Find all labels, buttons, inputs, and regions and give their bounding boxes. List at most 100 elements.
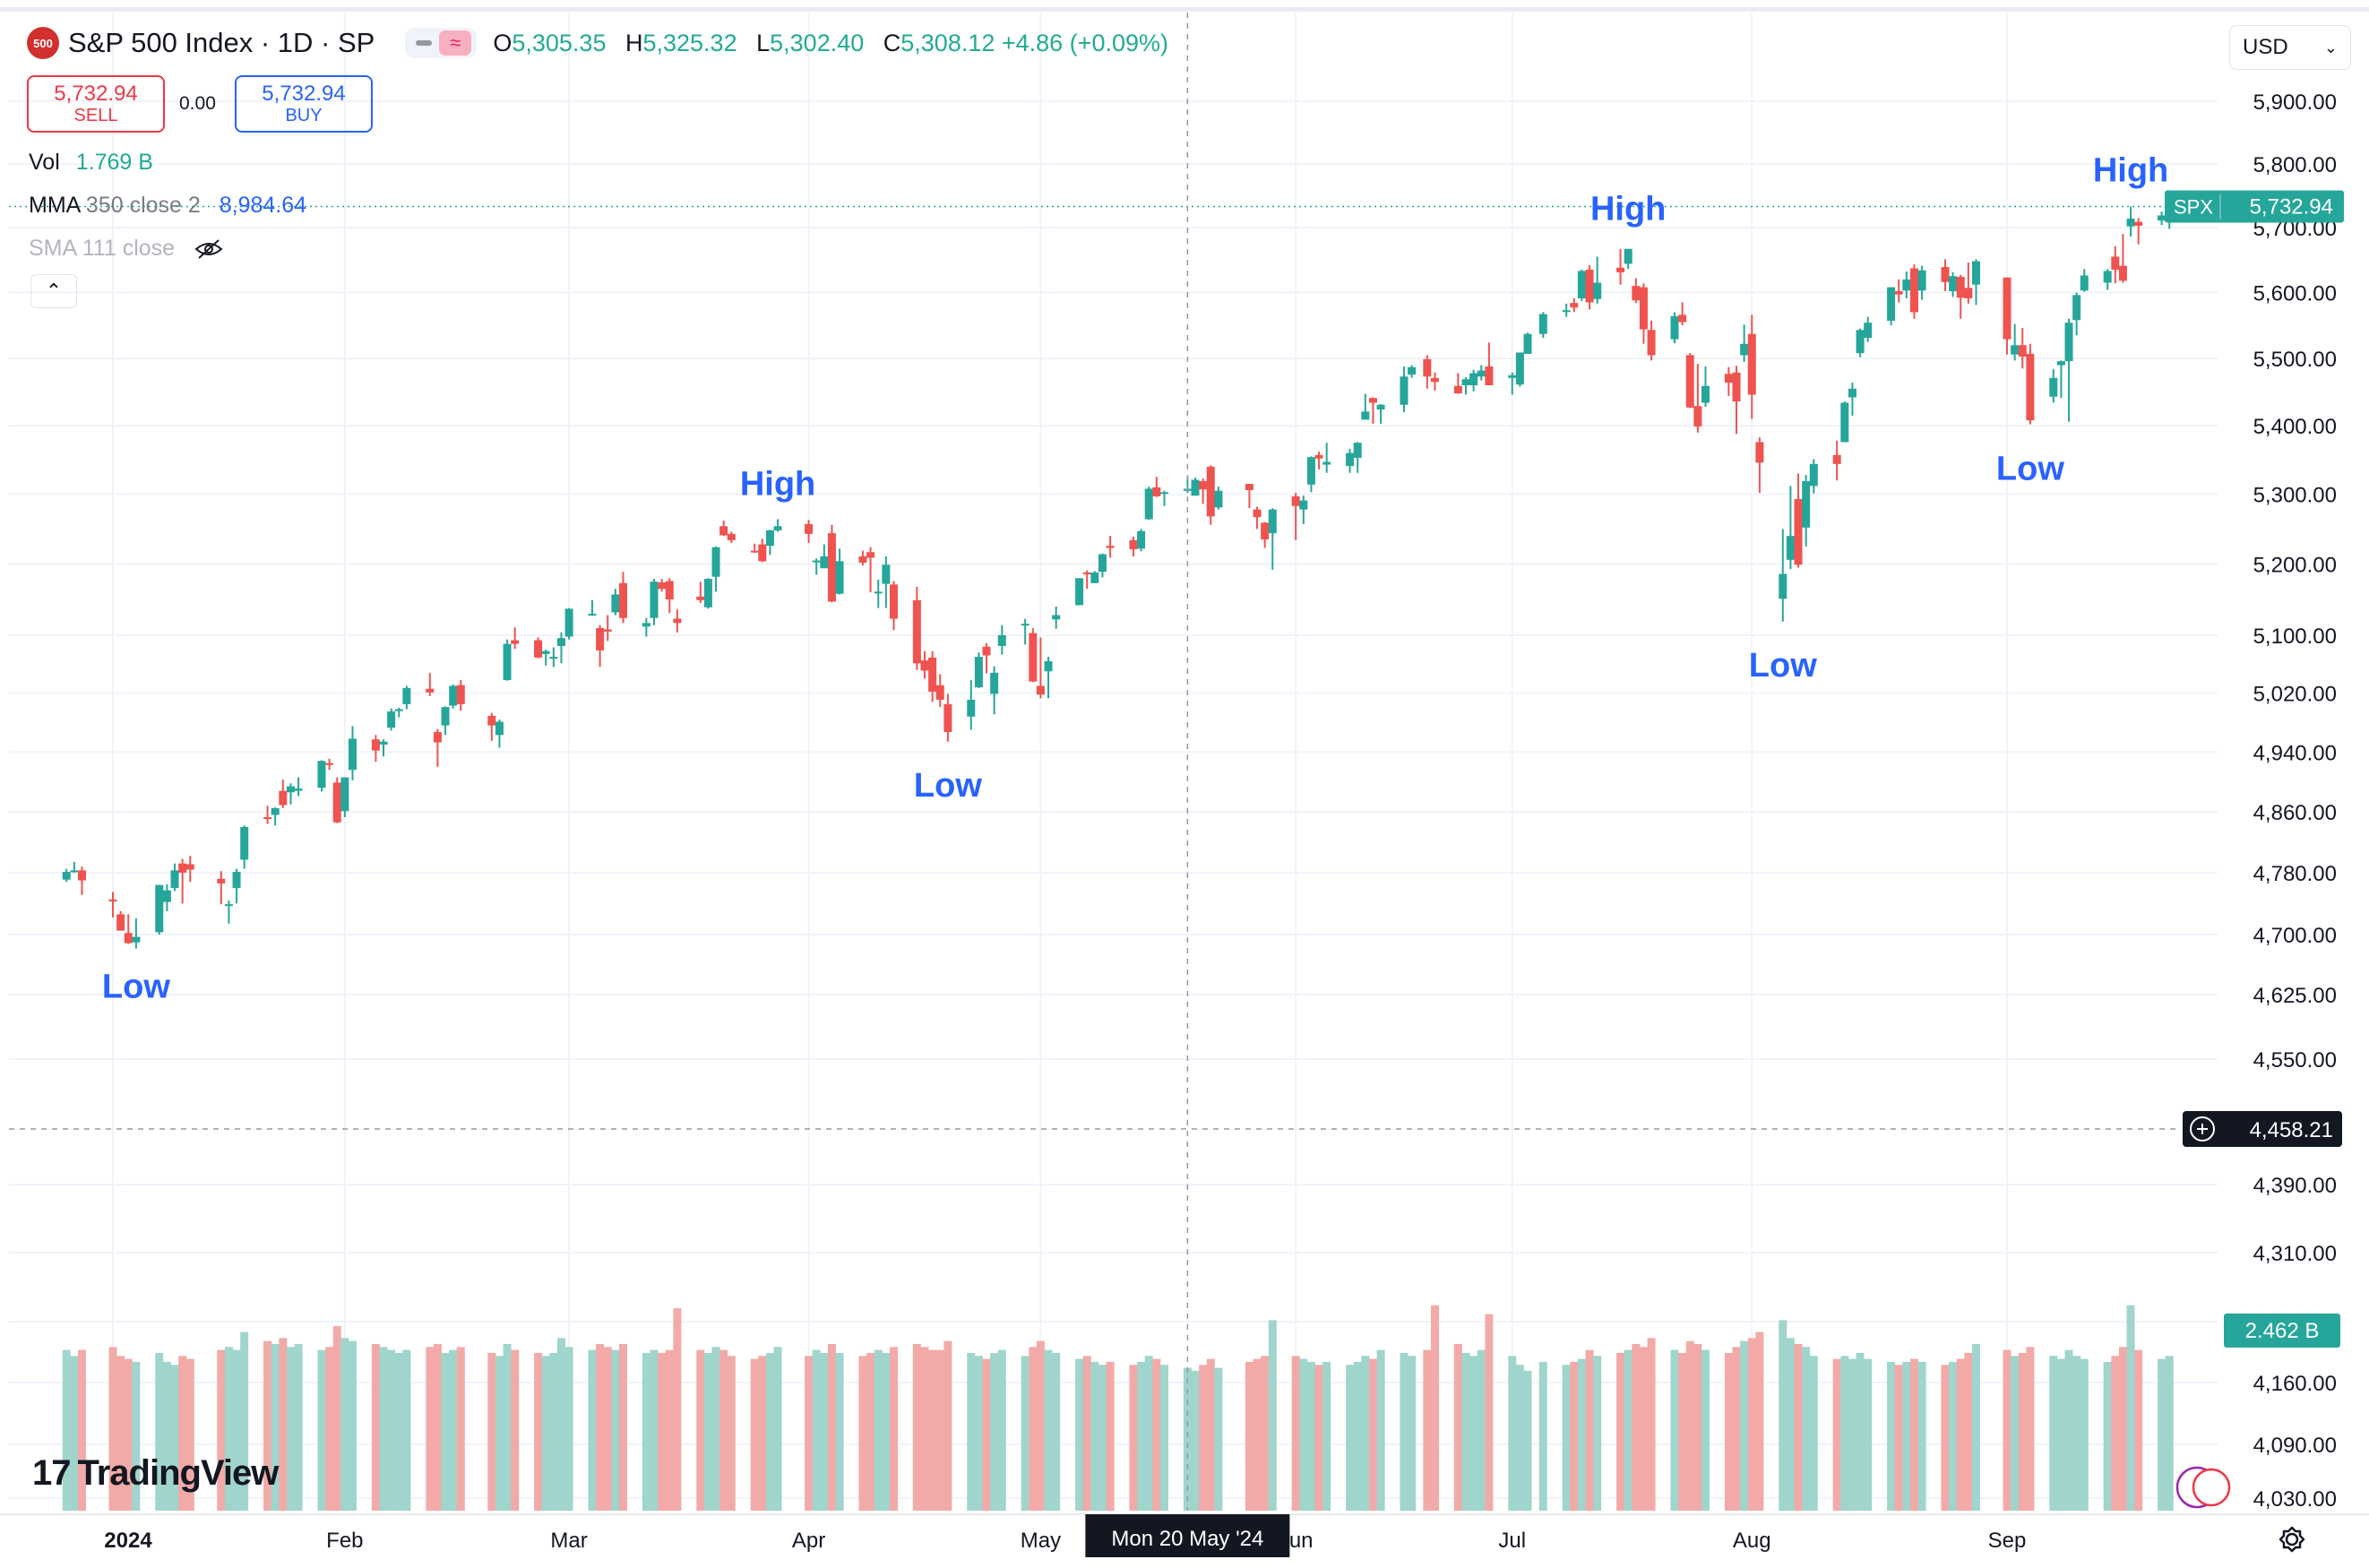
candle-body [441, 707, 450, 726]
legend-volume[interactable]: Vol 1.769 B [29, 150, 153, 176]
volume-bar [170, 1365, 179, 1511]
volume-bar [1964, 1352, 1973, 1511]
volume-bar [433, 1344, 442, 1511]
eye-hidden-icon[interactable] [194, 238, 224, 260]
volume-bar [1368, 1358, 1377, 1511]
volume-bar [1809, 1356, 1818, 1511]
candle-body [1647, 330, 1656, 356]
volume-bar [750, 1358, 759, 1511]
volume-bar [1245, 1361, 1253, 1511]
volume-bar [1523, 1370, 1532, 1511]
buy-price: 5,732.94 [262, 82, 346, 106]
candle-body [719, 526, 728, 536]
candle-body [603, 629, 612, 632]
candle-body [116, 914, 125, 931]
candle-body [2026, 353, 2035, 421]
volume-bar [1361, 1356, 1370, 1511]
tradingview-logo[interactable]: 17 TradingView [32, 1453, 279, 1494]
candle-body [1430, 377, 1439, 383]
candle-body [1400, 376, 1408, 405]
candle-body [665, 581, 674, 600]
candle-body [1376, 404, 1385, 410]
collapse-legend-button[interactable]: ⌃ [30, 274, 77, 308]
candle-body [2118, 265, 2127, 281]
candle-body [271, 807, 280, 815]
candle-body [805, 523, 814, 534]
candle-body [1693, 406, 1702, 426]
sell-button[interactable]: 5,732.94 SELL [27, 75, 165, 133]
time-tick-label: Aug [1733, 1529, 1771, 1553]
buy-label: BUY [285, 106, 323, 126]
candle-body [2134, 221, 2143, 226]
volume-bar [1794, 1344, 1803, 1511]
volume-bar [997, 1349, 1006, 1511]
candle-body [1701, 385, 1710, 403]
sell-price: 5,732.94 [54, 82, 138, 106]
volume-bar [1052, 1352, 1061, 1511]
minus-icon [416, 40, 433, 46]
candle-body [1291, 495, 1300, 506]
volume-bar [2111, 1356, 2120, 1511]
candle-body [456, 685, 465, 704]
candle-body [773, 526, 782, 530]
candle-body [556, 638, 565, 646]
compare-toggle[interactable]: ≈ [405, 28, 478, 58]
candle-body [1964, 288, 1973, 299]
volume-bar [2011, 1356, 2020, 1511]
volume-bar [1949, 1361, 1958, 1511]
volume-bar [1647, 1338, 1656, 1511]
volume-bar [1894, 1365, 1903, 1511]
candle-body [1956, 276, 1965, 298]
candle-body [1864, 323, 1873, 339]
candle-body [1632, 286, 1641, 301]
candle-body [371, 739, 380, 751]
candle-body [1909, 268, 1918, 313]
candle-body [1261, 522, 1270, 540]
volume-bar [920, 1347, 929, 1511]
candle-body [1848, 388, 1856, 398]
ohlc-close-key: C [883, 29, 901, 56]
sp500-logo-icon[interactable]: 500 [27, 27, 59, 59]
candle-body [1562, 310, 1571, 313]
volume-bar [371, 1344, 380, 1511]
volume-bar [1106, 1361, 1115, 1511]
legend-mma[interactable]: MMA 350 close 2 8,984.64 [29, 193, 306, 219]
volume-bar [1430, 1305, 1439, 1511]
crosshair-price-badge [2183, 1111, 2342, 1147]
annotation-label: Low [102, 969, 170, 1006]
candle-body [2103, 271, 2112, 283]
volume-bar [224, 1347, 233, 1511]
buy-button[interactable]: 5,732.94 BUY [235, 75, 373, 133]
currency-select[interactable]: USD ⌄ [2229, 25, 2351, 70]
last-price-value: 5,732.94 [2250, 194, 2333, 219]
candle-body [317, 761, 326, 788]
candle-body [511, 640, 520, 644]
volume-bar [596, 1344, 605, 1511]
volume-bar [889, 1347, 898, 1511]
legend-sma[interactable]: SMA 111 close [29, 236, 224, 262]
volume-bar [1268, 1320, 1277, 1511]
candle-body [155, 884, 164, 933]
candle-body [618, 582, 627, 618]
candle-body [1779, 573, 1788, 599]
price-tick-label: 5,200.00 [2253, 554, 2337, 578]
candle-body [1469, 373, 1478, 385]
volume-bar [2018, 1352, 2027, 1511]
volume-bar [1253, 1358, 1262, 1511]
ohlc-high-key: H [625, 29, 643, 56]
price-tick-label: 5,900.00 [2253, 90, 2337, 115]
volume-bar [820, 1352, 829, 1511]
candle-body [394, 709, 403, 711]
candle-body [70, 870, 79, 873]
sell-label: SELL [73, 106, 118, 126]
candle-body [1685, 355, 1694, 408]
ohlc-open-key: O [493, 29, 513, 56]
candle-series [62, 205, 2174, 949]
candle-body [549, 657, 558, 659]
gear-icon[interactable] [2276, 1523, 2308, 1555]
volume-bar [317, 1349, 326, 1511]
volume-bar [2080, 1358, 2089, 1511]
symbol-title[interactable]: S&P 500 Index · 1D · SP [68, 27, 375, 58]
volume-bar [402, 1349, 411, 1511]
